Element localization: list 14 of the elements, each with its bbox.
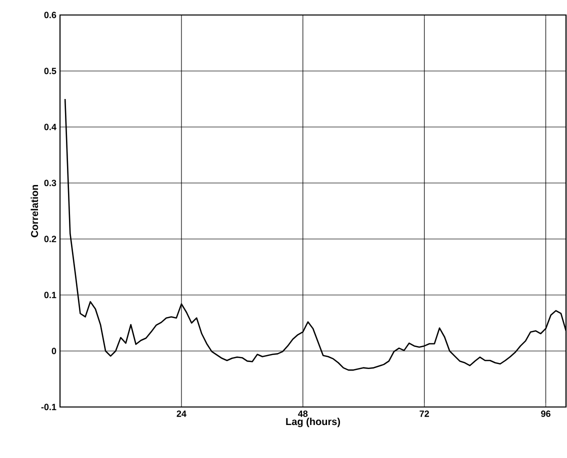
x-tick-label: 96: [541, 410, 550, 417]
x-tick-label: 72: [420, 410, 429, 417]
y-tick-label: 0.6: [44, 12, 56, 18]
y-axis-title: Correlation: [30, 184, 38, 238]
x-tick-label: 24: [176, 410, 186, 417]
y-tick-label: 0.1: [44, 292, 56, 298]
x-tick-label: 48: [298, 410, 308, 417]
y-tick-label: 0.3: [44, 180, 56, 186]
y-tick-label: 0.2: [44, 236, 56, 242]
x-axis-title: Lag (hours): [286, 418, 340, 428]
y-tick-label: 0: [52, 348, 56, 354]
y-tick-label: 0.5: [44, 68, 56, 74]
y-tick-label: -0.1: [41, 404, 56, 410]
y-tick-label: 0.4: [44, 124, 56, 130]
